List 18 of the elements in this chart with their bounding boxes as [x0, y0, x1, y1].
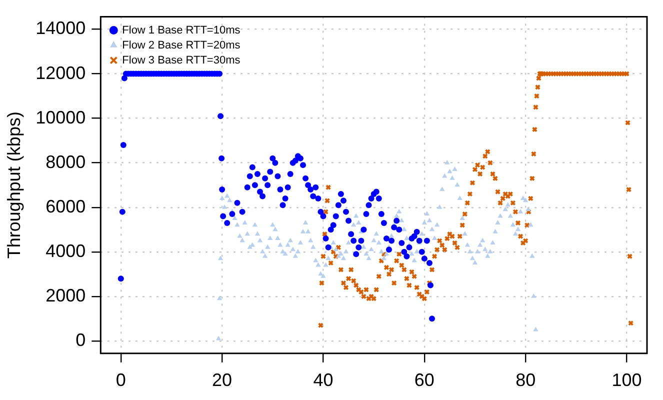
- legend-label: Flow 2 Base RTT=20ms: [122, 39, 241, 52]
- y-tick-label: 8000: [46, 152, 86, 172]
- y-tick-label: 4000: [46, 240, 86, 261]
- y-tick-label: 6000: [46, 196, 86, 216]
- x-tick-label: 80: [516, 370, 536, 390]
- x-tick-label: 40: [313, 370, 334, 390]
- legend-label: Flow 3 Base RTT=30ms: [122, 54, 241, 66]
- x-tick-label: 0: [116, 370, 126, 390]
- y-tick-label: 0: [76, 330, 86, 350]
- y-tick-label: 12000: [36, 62, 86, 83]
- y-tick-label: 2000: [46, 285, 86, 306]
- y-tick-label: 10000: [36, 107, 86, 128]
- x-tick-label: 20: [212, 370, 232, 390]
- x-tick-label: 100: [612, 370, 642, 390]
- y-tick-label: 14000: [36, 18, 86, 38]
- legend-label: Flow 1 Base RTT=10ms: [122, 24, 241, 36]
- y-axis-title: Throughput (kbps): [4, 112, 24, 259]
- x-tick-label: 60: [414, 370, 434, 390]
